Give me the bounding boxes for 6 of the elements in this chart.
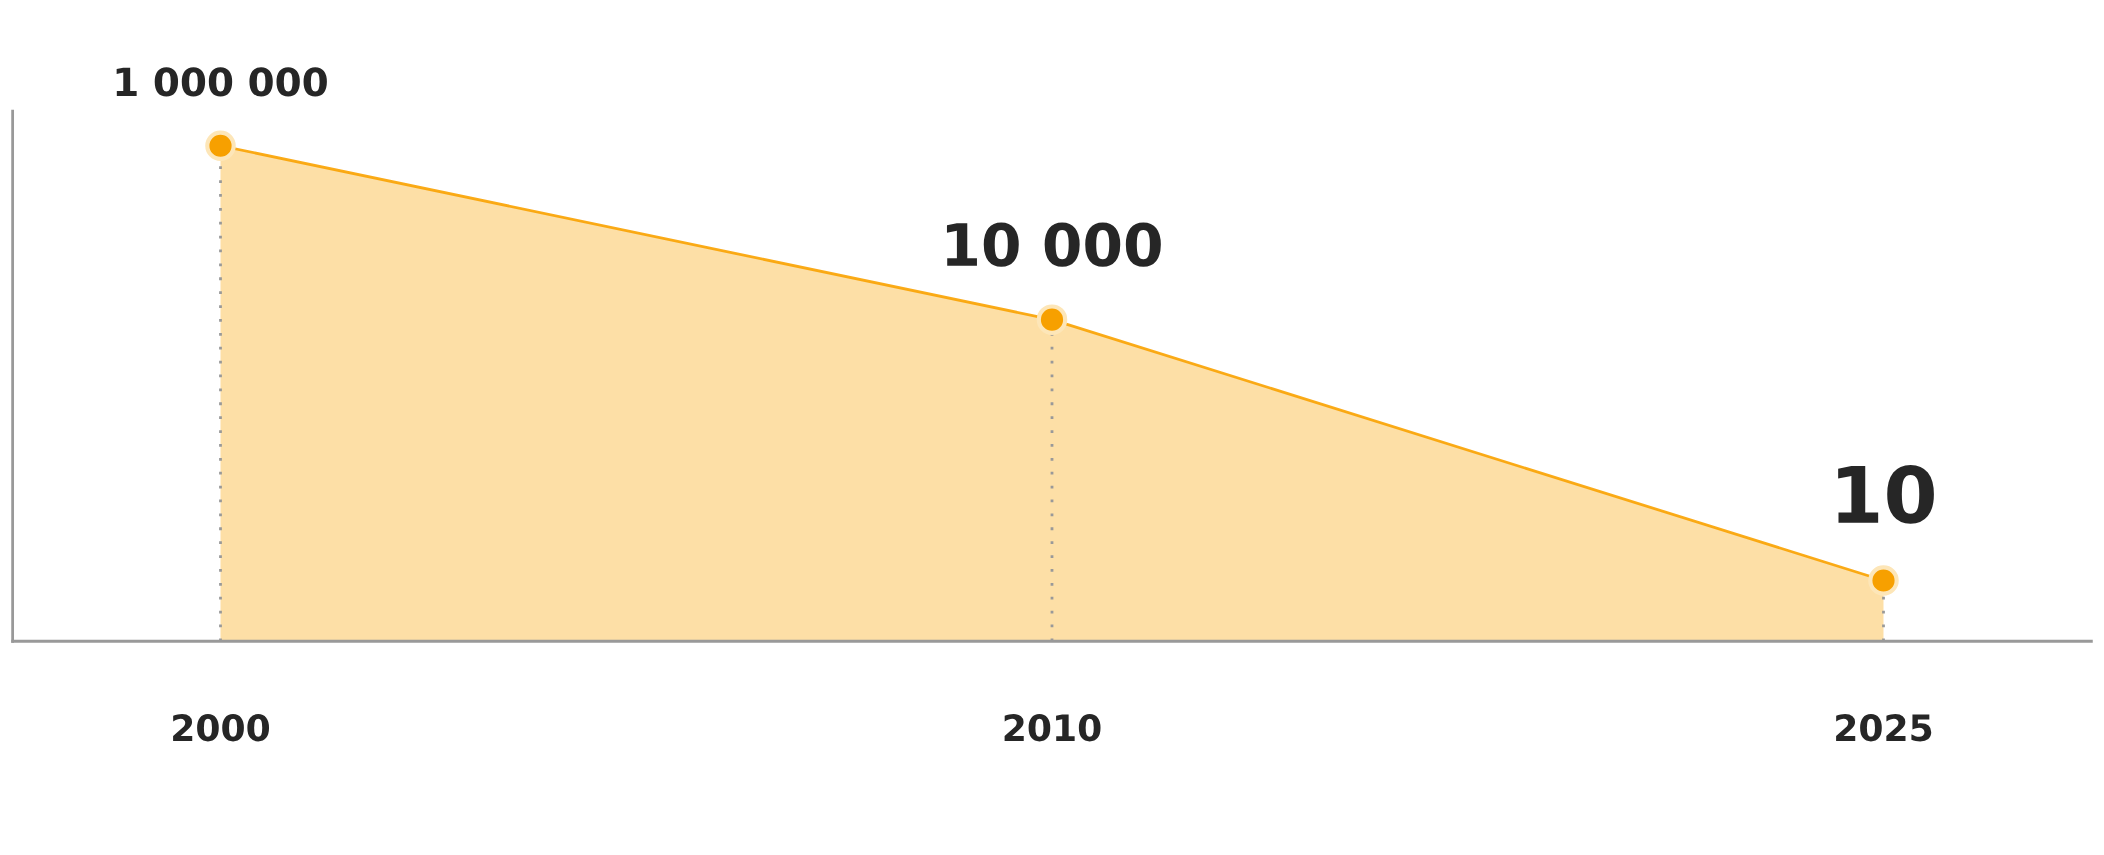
data-label: 1 000 000 [116, 67, 327, 97]
x-tick-label: 2010 [1004, 714, 1101, 742]
data-label: 10 [1838, 464, 1934, 524]
x-tick-label: 2025 [1836, 714, 1932, 742]
data-label: 10 000 [946, 222, 1161, 267]
x-tick-label: 2000 [173, 714, 270, 742]
